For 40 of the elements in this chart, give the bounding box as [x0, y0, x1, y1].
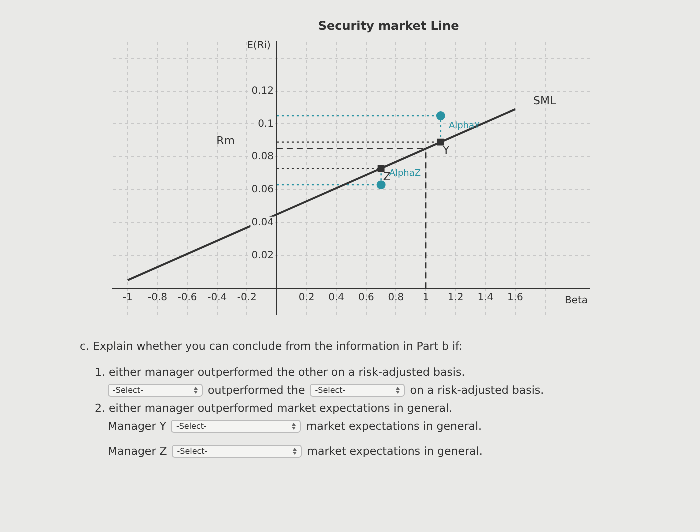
text: Manager Y [108, 420, 166, 433]
x-tick-label: 0.6 [358, 292, 374, 304]
annotation: Y [442, 144, 450, 158]
x-tick-label: 1.2 [448, 292, 464, 304]
text: Manager Z [108, 445, 168, 458]
x-tick-label: 0.4 [328, 292, 345, 304]
x-tick-label: 0.8 [388, 292, 404, 304]
y-tick-label: 0.1 [258, 118, 274, 130]
x-tick-label: -0.8 [148, 292, 168, 304]
x-tick-label: 1 [422, 292, 430, 304]
text: on a risk-adjusted basis. [410, 384, 544, 397]
x-tick-label: -0.6 [178, 292, 198, 304]
x-tick-label: -1 [122, 292, 133, 304]
text: market expectations in general. [306, 420, 482, 433]
y-tick-label: 0.02 [252, 250, 274, 262]
text: market expectations in general. [307, 445, 483, 458]
x-tick-label: 0.2 [298, 292, 315, 304]
text: -Select- [315, 386, 346, 395]
annotation: AlphaZ [389, 169, 422, 180]
x-tick-label: 1.6 [508, 292, 524, 304]
chart-title: Security market Line [318, 19, 460, 34]
text: -Select- [177, 447, 208, 456]
text: outperformed the [208, 384, 306, 397]
text: -Select- [176, 422, 207, 431]
x-tick-label: 1.4 [478, 292, 494, 304]
text: -Select- [113, 386, 144, 395]
text: 2. either manager outperformed market expectations in general. [95, 402, 453, 415]
annotation: SML [533, 94, 557, 108]
text: 1. either manager outperformed the other on a risk-adjusted basis. [95, 366, 466, 379]
y-axis-title: E(Ri) [247, 40, 272, 52]
ref-line-label: Rm [216, 134, 235, 148]
annotation: Z [383, 170, 392, 184]
x-tick-label: -0.4 [208, 292, 228, 304]
y-tick-label: 0.12 [252, 86, 274, 97]
text: c. Explain whether you can conclude from the information in Part b if: [80, 340, 463, 353]
x-tick-label: -0.2 [237, 292, 257, 304]
y-tick-label: 0.04 [252, 217, 274, 228]
x-axis-title: Beta [564, 295, 588, 306]
y-tick-label: 0.06 [252, 184, 274, 196]
y-tick-label: 0.08 [252, 152, 274, 163]
